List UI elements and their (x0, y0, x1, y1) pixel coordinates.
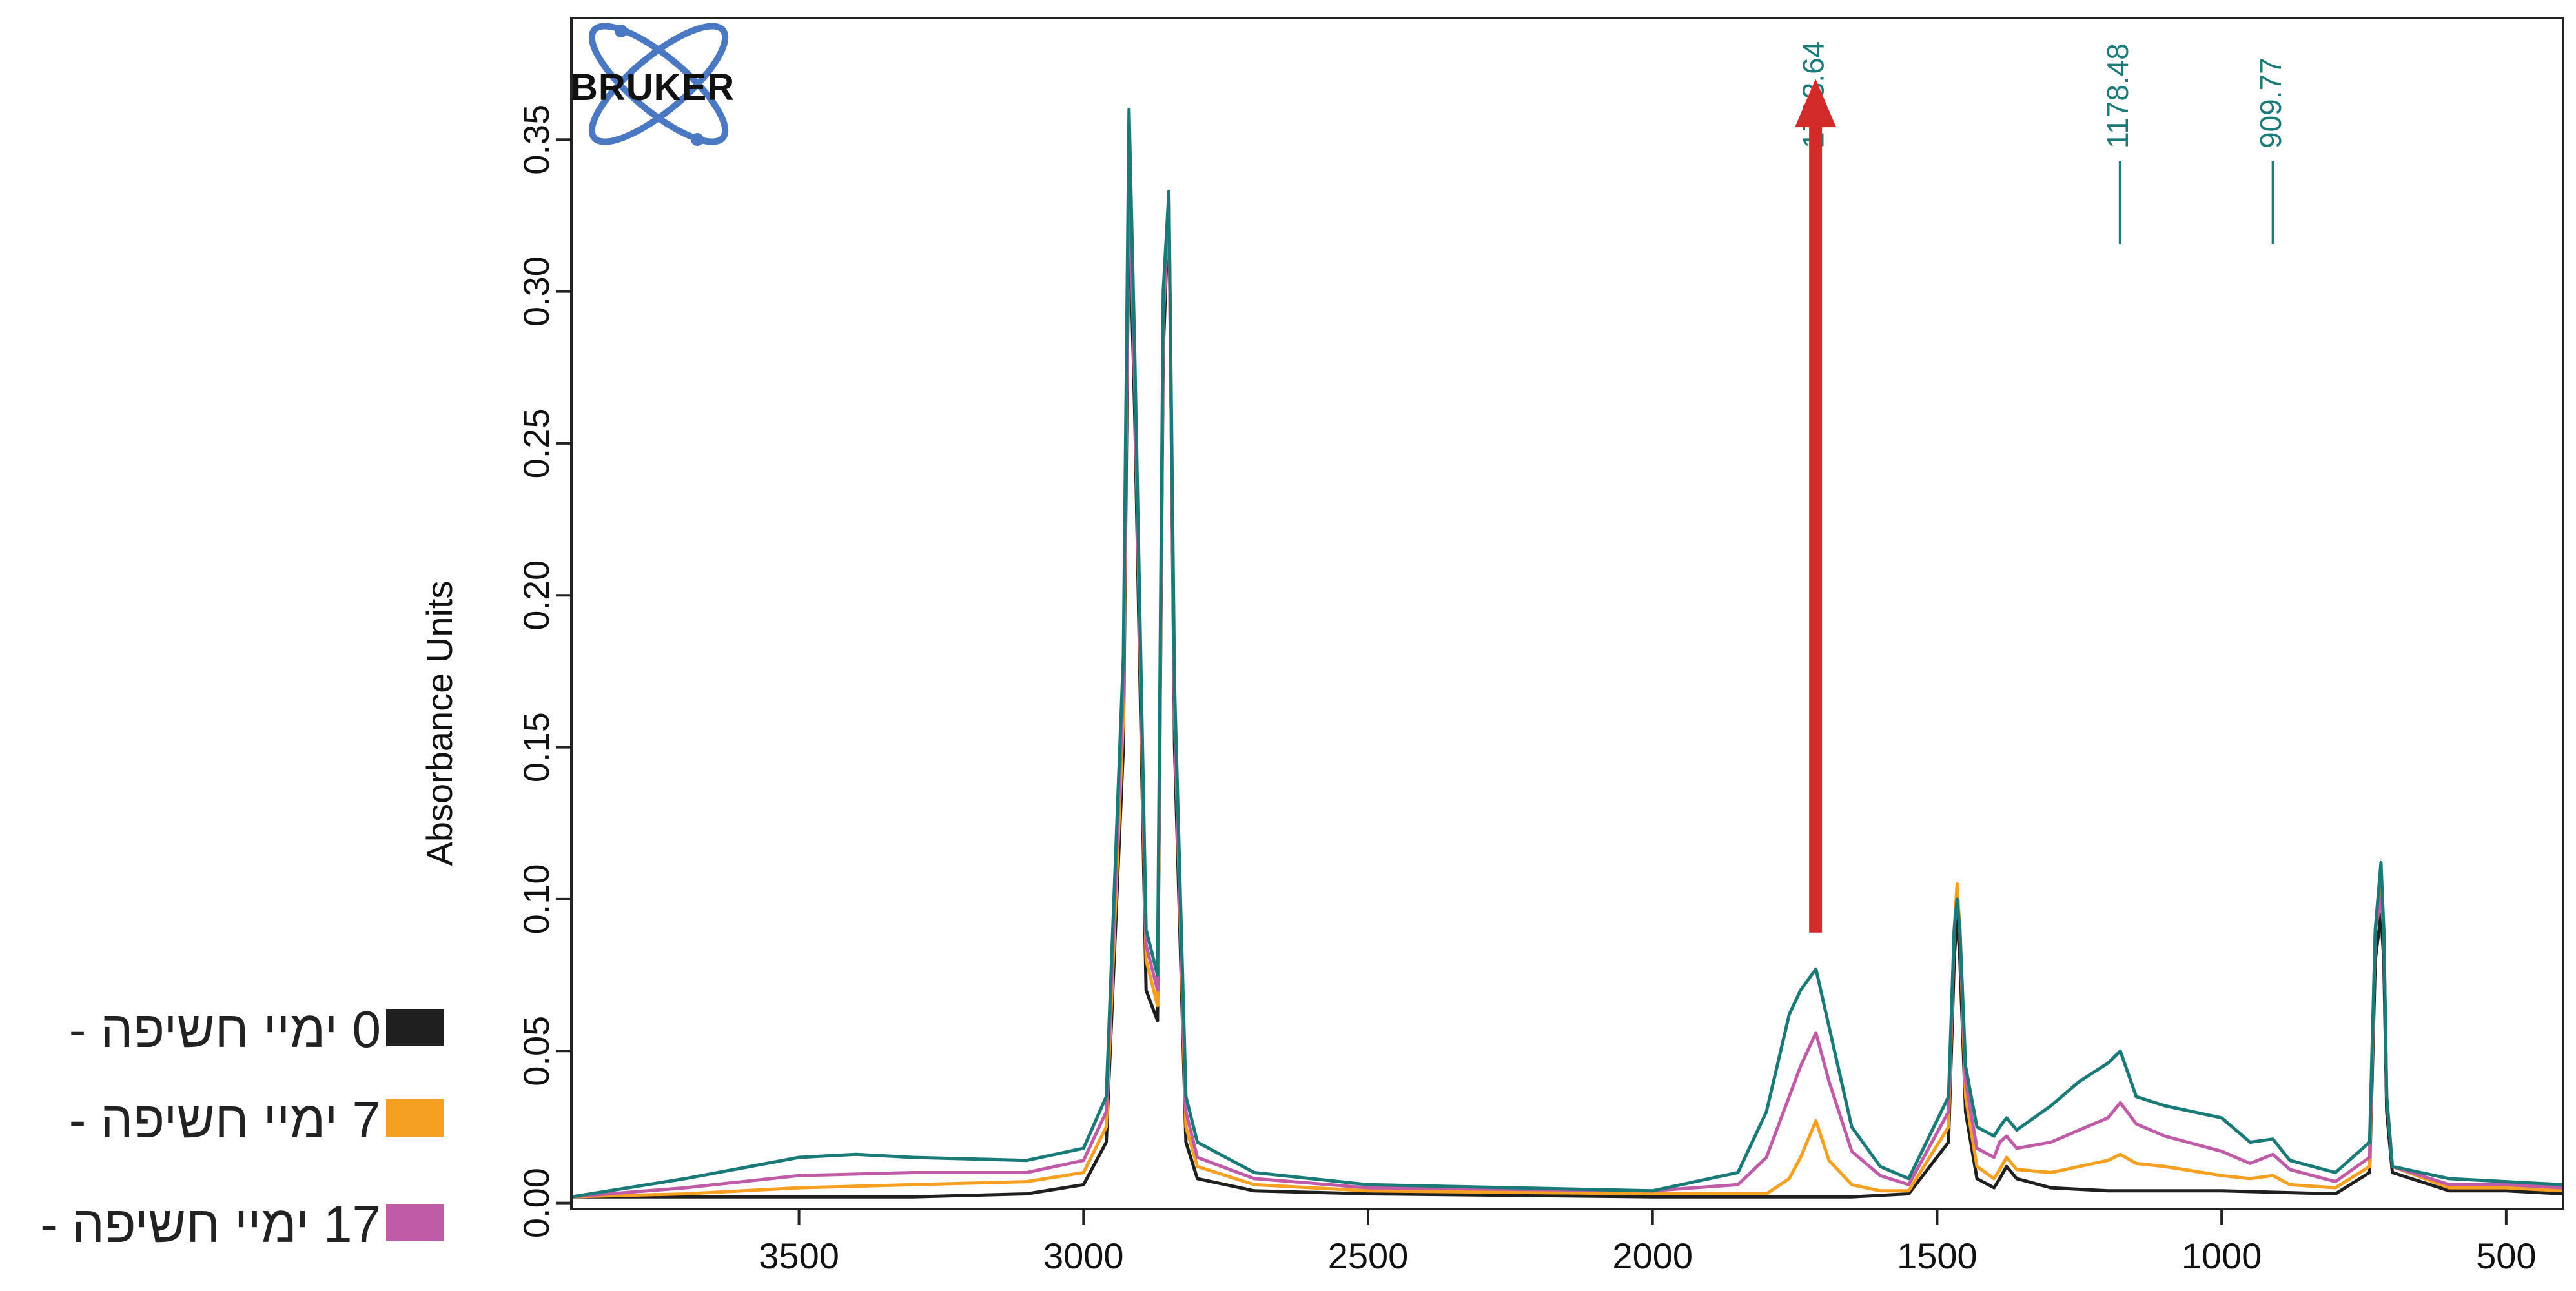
legend-item-17-days: 17 ימיי חשיפה - (0, 1192, 452, 1263)
x-tick-label: 3000 (1043, 1235, 1124, 1276)
y-tick-label: 0.30 (516, 256, 557, 327)
y-tick-label: 0.20 (516, 560, 557, 631)
series-line-1 (571, 153, 2564, 1199)
legend-swatch (386, 1204, 444, 1241)
increase-arrow-head (1795, 79, 1837, 128)
y-tick-label: 0.35 (516, 105, 557, 175)
y-tick-label: 0.25 (516, 408, 557, 478)
series-line-2 (571, 168, 2564, 1199)
x-tick-label: 2500 (1328, 1235, 1409, 1276)
y-axis-label: Absorbance Units (419, 580, 460, 866)
legend-item-0-days: 0 ימיי חשיפה - (0, 997, 452, 1068)
legend-label: 0 ימיי חשיפה - (68, 1001, 381, 1058)
atom-icon (588, 23, 729, 146)
series-line-3 (571, 107, 2564, 1199)
x-tick-label: 1500 (1897, 1235, 1978, 1276)
legend-item-7-days: 7 ימיי חשיפה - (0, 1088, 452, 1159)
series-line-0 (571, 198, 2564, 1199)
legend-swatch (386, 1099, 444, 1137)
x-tick-label: 1000 (2182, 1235, 2262, 1276)
plot-frame (570, 17, 2564, 1210)
peak-label: 909.77 (2254, 57, 2287, 148)
y-tick-label: 0.15 (516, 712, 557, 782)
x-tick-label: 2000 (1612, 1235, 1693, 1276)
bruker-logo: BRUKER (568, 19, 749, 148)
legend-label: 17 ימיי חשיפה - (40, 1195, 381, 1253)
bruker-logo-text: BRUKER (571, 66, 735, 108)
y-tick-label: 0.05 (516, 1016, 557, 1086)
axes-layer: 3500 3000 2500 2000 1500 1000 500 0.00 0.05 0.10 0… (516, 105, 2537, 1276)
x-tick-label: 500 (2476, 1235, 2536, 1276)
legend-label: 7 ימיי חשיפה - (68, 1091, 381, 1148)
peak-label: 1178.48 (2101, 43, 2134, 148)
series-layer (571, 107, 2564, 1199)
legend-swatch (386, 1009, 444, 1046)
x-tick-label: 3500 (759, 1235, 839, 1276)
y-tick-label: 0.10 (516, 864, 557, 934)
y-tick-label: 0.00 (516, 1168, 557, 1238)
